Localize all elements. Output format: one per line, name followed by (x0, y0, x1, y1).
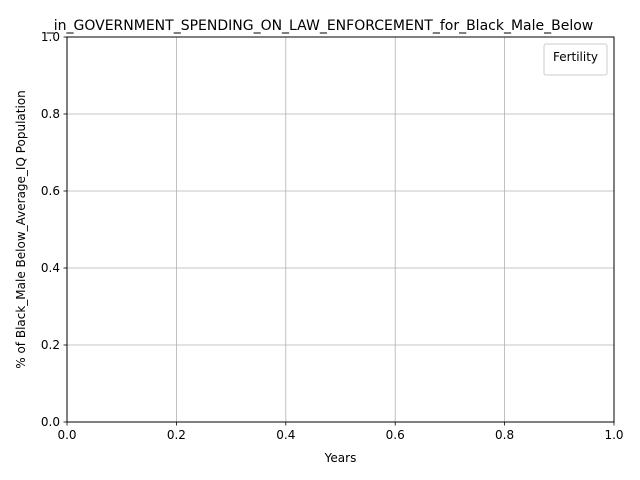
x-tick-label: 0.4 (276, 428, 295, 442)
x-tick-label: 0.6 (386, 428, 405, 442)
y-tick-label: 0.4 (41, 261, 60, 275)
y-tick-label: 0.8 (41, 107, 60, 121)
x-axis: 0.0 0.2 0.4 0.6 0.8 1.0 (57, 422, 624, 442)
y-tick-label: 0.6 (41, 184, 60, 198)
legend-box (543, 43, 608, 76)
y-tick-label: 1.0 (41, 30, 60, 44)
x-tick-label: 0.8 (495, 428, 514, 442)
grid (66, 36, 615, 423)
y-axis: 0.0 0.2 0.4 0.6 0.8 1.0 (41, 30, 67, 429)
y-tick-label: 0.2 (41, 338, 60, 352)
plot-area (67, 37, 614, 422)
x-tick-label: 0.2 (167, 428, 186, 442)
y-tick-label: 0.0 (41, 415, 60, 429)
y-axis-label: % of Black_Male Below_Average_IQ Populat… (14, 90, 28, 369)
legend: Fertility (543, 43, 608, 76)
chart-title: _in_GOVERNMENT_SPENDING_ON_LAW_ENFORCEME… (46, 18, 594, 34)
legend-title: Fertility (553, 50, 598, 64)
x-axis-label: Years (324, 451, 357, 465)
x-tick-label: 0.0 (57, 428, 76, 442)
x-tick-label: 1.0 (604, 428, 623, 442)
plot-frame (66, 36, 615, 423)
